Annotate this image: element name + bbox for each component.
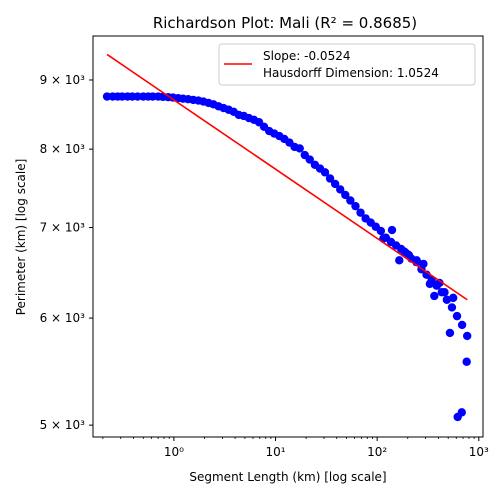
data-point bbox=[412, 256, 421, 265]
y-axis-ticks: 5 × 10³ 6 × 10³ 7 × 10³ 8 × 10³ 9 × 10³ bbox=[40, 73, 93, 432]
x-axis-label: Segment Length (km) [log scale] bbox=[189, 470, 386, 484]
y-tick-label: 5 × 10³ bbox=[40, 418, 86, 432]
y-tick-label: 9 × 10³ bbox=[40, 73, 86, 87]
x-tick-label: 10³ bbox=[469, 445, 489, 459]
x-tick-label: 10² bbox=[367, 445, 387, 459]
plot-frame bbox=[92, 35, 484, 438]
data-point bbox=[351, 201, 360, 211]
y-tick-label: 7 × 10³ bbox=[40, 221, 86, 235]
data-point bbox=[425, 279, 435, 289]
x-tick-label: 10¹ bbox=[265, 445, 285, 459]
chart-title: Richardson Plot: Mali (R² = 0.8685) bbox=[153, 14, 417, 32]
data-point bbox=[320, 168, 330, 177]
data-point bbox=[457, 408, 466, 417]
data-point bbox=[341, 190, 350, 200]
data-point bbox=[295, 144, 304, 153]
data-point bbox=[325, 174, 335, 183]
y-tick-label: 6 × 10³ bbox=[40, 311, 86, 325]
data-point bbox=[440, 288, 449, 297]
data-point bbox=[452, 311, 462, 321]
y-axis-label: Perimeter (km) [log scale] bbox=[14, 159, 28, 316]
data-point bbox=[462, 331, 472, 341]
data-point bbox=[419, 259, 428, 269]
y-tick-label: 8 × 10³ bbox=[40, 142, 86, 156]
plot-marks bbox=[102, 53, 472, 422]
data-point bbox=[457, 320, 467, 330]
legend-box bbox=[218, 43, 476, 86]
data-point bbox=[376, 226, 386, 236]
data-point bbox=[447, 303, 457, 312]
data-point bbox=[336, 185, 345, 194]
data-point bbox=[462, 357, 471, 366]
fit-line bbox=[106, 53, 468, 301]
data-point bbox=[387, 225, 397, 235]
legend-slope: Slope: -0.0524 bbox=[263, 49, 350, 63]
legend-hausdorff: Hausdorff Dimension: 1.0524 bbox=[263, 66, 439, 80]
data-point bbox=[330, 179, 340, 189]
data-point bbox=[449, 293, 458, 303]
data-point bbox=[442, 295, 452, 304]
data-point bbox=[435, 278, 444, 288]
data-point bbox=[305, 155, 314, 164]
x-tick-label: 10⁰ bbox=[164, 445, 184, 459]
data-point bbox=[430, 291, 439, 301]
data-point bbox=[356, 208, 365, 217]
x-axis-ticks: 10⁰ 10¹ 10² 10³ bbox=[102, 437, 489, 459]
data-point bbox=[346, 196, 355, 205]
data-point bbox=[395, 256, 404, 265]
data-point bbox=[445, 328, 455, 338]
legend: Slope: -0.0524 Hausdorff Dimension: 1.05… bbox=[218, 43, 476, 86]
data-point bbox=[404, 250, 414, 260]
plot-area bbox=[93, 36, 483, 437]
